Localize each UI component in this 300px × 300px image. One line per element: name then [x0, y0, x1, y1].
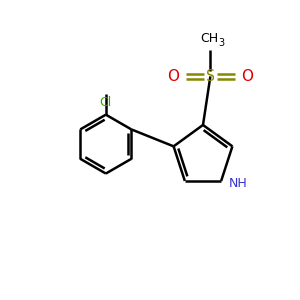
Text: O: O	[167, 69, 179, 84]
Text: NH: NH	[229, 177, 247, 190]
Text: Cl: Cl	[100, 95, 112, 109]
Text: CH: CH	[200, 32, 218, 46]
Text: 3: 3	[218, 38, 224, 47]
Text: S: S	[206, 69, 215, 84]
Text: O: O	[241, 69, 253, 84]
